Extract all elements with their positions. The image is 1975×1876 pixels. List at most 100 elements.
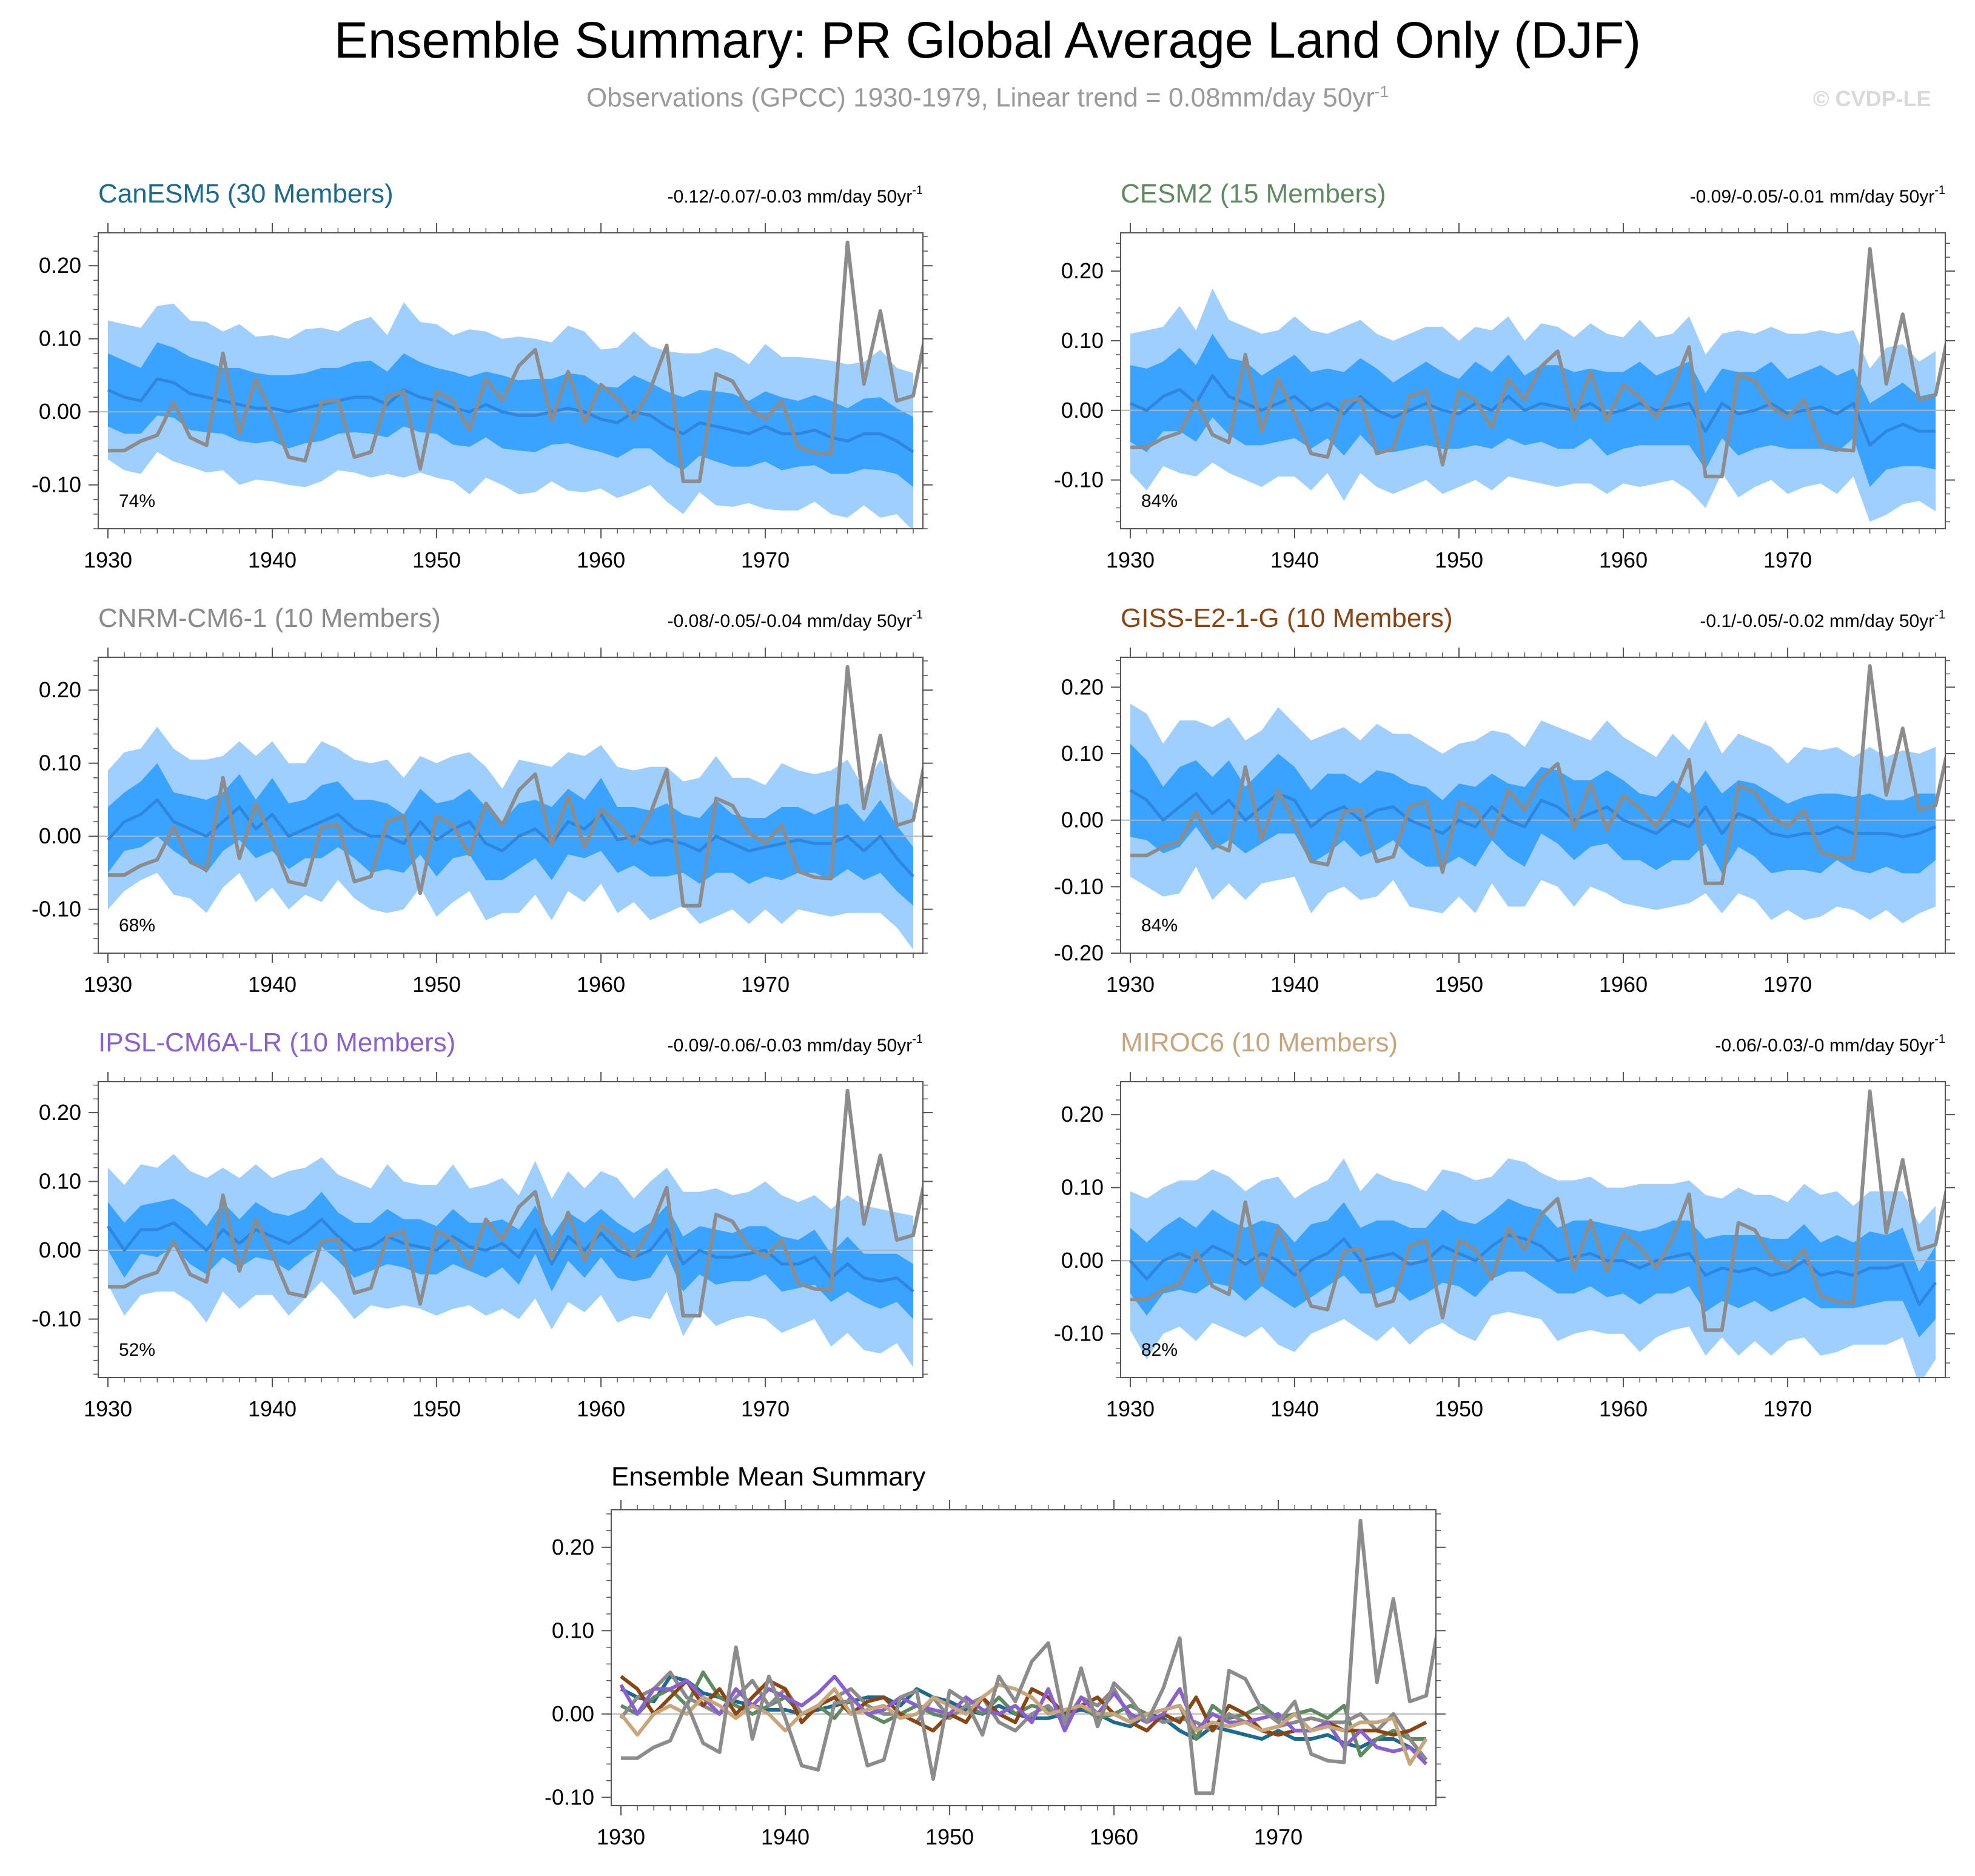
x-tick-label: 1930 bbox=[1106, 1396, 1155, 1421]
trend-superscript: -1 bbox=[912, 184, 923, 197]
y-tick-label: 0.10 bbox=[1061, 328, 1104, 353]
x-tick-label: 1970 bbox=[1763, 548, 1812, 572]
watermark: © CVDP-LE bbox=[1813, 86, 1931, 111]
observations-line bbox=[1130, 1089, 1945, 1332]
panel-title: CNRM-CM6-1 (10 Members) bbox=[98, 603, 441, 633]
plot-frame bbox=[98, 232, 924, 529]
plot-area bbox=[98, 665, 923, 950]
percent-label: 52% bbox=[119, 1340, 155, 1360]
y-tick-label: 0.20 bbox=[39, 1100, 81, 1125]
x-tick-label: 1950 bbox=[412, 548, 461, 572]
y-tick-label: -0.10 bbox=[32, 897, 81, 922]
trend-text: -0.09/-0.05/-0.01 mm/day 50yr bbox=[1690, 187, 1935, 207]
y-tick-label: -0.10 bbox=[1054, 874, 1104, 899]
x-tick-label: 1960 bbox=[1090, 1824, 1138, 1849]
x-tick-label: 1960 bbox=[1599, 548, 1648, 572]
ensemble-mean-series-2 bbox=[619, 1670, 1428, 1761]
ensemble-mean-line bbox=[106, 1218, 914, 1293]
trend-label: -0.08/-0.05/-0.04 mm/day 50yr-1 bbox=[668, 608, 923, 631]
observations-line bbox=[1130, 247, 1945, 478]
page-title: Ensemble Summary: PR Global Average Land… bbox=[334, 12, 1641, 69]
panel-title: Ensemble Mean Summary bbox=[611, 1462, 925, 1492]
trend-superscript: -1 bbox=[912, 608, 923, 621]
plot-frame bbox=[1120, 232, 1946, 529]
trend-label: -0.06/-0.03/-0 mm/day 50yr-1 bbox=[1715, 1033, 1945, 1056]
y-tick-label: 0.10 bbox=[1061, 741, 1104, 766]
x-tick-label: 1960 bbox=[577, 1396, 625, 1421]
panel-ipsl-cm6a-lr: -0.10 0.00 0.10 0.20 1930 1940 1950 1960 1970 IPS… bbox=[32, 1028, 933, 1421]
x-tick-label: 1950 bbox=[412, 1396, 461, 1421]
ensemble-mean-series-3 bbox=[620, 1675, 1427, 1737]
plot-frame bbox=[1120, 657, 1946, 954]
page-subtitle: Observations (GPCC) 1930-1979, Linear tr… bbox=[0, 82, 1975, 113]
observations-line bbox=[1130, 664, 1945, 885]
panel-title: GISS-E2-1-G (10 Members) bbox=[1121, 603, 1453, 633]
plot-area bbox=[611, 1518, 1436, 1795]
observations-line bbox=[621, 1518, 1436, 1795]
panel-title: CESM2 (15 Members) bbox=[1121, 179, 1386, 209]
x-tick-label: 1970 bbox=[741, 972, 790, 997]
x-tick-label: 1960 bbox=[577, 972, 625, 997]
trend-label: -0.09/-0.05/-0.01 mm/day 50yr-1 bbox=[1690, 184, 1945, 207]
x-tick-label: 1940 bbox=[248, 972, 297, 997]
x-tick-label: 1930 bbox=[1106, 972, 1155, 997]
trend-text: -0.1/-0.05/-0.02 mm/day 50yr bbox=[1700, 611, 1934, 631]
percent-label: 82% bbox=[1141, 1340, 1178, 1360]
y-tick-label: 0.20 bbox=[1061, 674, 1104, 699]
subtitle-text: Observations (GPCC) 1930-1979, Linear tr… bbox=[586, 82, 1375, 113]
trend-text: -0.12/-0.07/-0.03 mm/day 50yr bbox=[668, 187, 913, 207]
panel-giss-e2-1-g: -0.20 -0.10 0.00 0.10 0.20 1930 1940 1950 1960 19… bbox=[1054, 603, 1955, 997]
y-tick-label: 0.10 bbox=[1061, 1175, 1104, 1200]
y-tick-label: 0.10 bbox=[39, 326, 81, 351]
observations-line bbox=[108, 240, 923, 483]
y-tick-label: 0.20 bbox=[39, 253, 81, 278]
panel-ensemble-mean-summary: -0.10 0.00 0.10 0.20 1930 1940 1950 1960 1970 Ens… bbox=[545, 1462, 1446, 1849]
y-tick-label: -0.10 bbox=[1054, 467, 1104, 492]
ensemble-mean-line bbox=[1129, 1233, 1937, 1306]
trend-text: -0.08/-0.05/-0.04 mm/day 50yr bbox=[668, 611, 913, 631]
y-tick-label: -0.10 bbox=[1054, 1321, 1104, 1346]
x-tick-label: 1950 bbox=[412, 972, 461, 997]
observations-line bbox=[108, 1088, 923, 1318]
plot-frame bbox=[98, 1081, 924, 1378]
y-tick-label: 0.20 bbox=[1061, 1102, 1104, 1127]
x-tick-label: 1930 bbox=[84, 972, 132, 997]
inner-range-band bbox=[108, 1191, 913, 1319]
x-tick-label: 1970 bbox=[741, 1396, 790, 1421]
y-tick-label: 0.10 bbox=[39, 1169, 81, 1194]
y-tick-label: 0.00 bbox=[1061, 1248, 1104, 1273]
y-tick-label: 0.00 bbox=[39, 1238, 81, 1262]
plot-area bbox=[1121, 1089, 1945, 1378]
ensemble-mean-series-5 bbox=[619, 1683, 1428, 1766]
y-tick-label: -0.10 bbox=[32, 1307, 81, 1332]
x-tick-label: 1930 bbox=[597, 1824, 645, 1849]
y-tick-label: 0.20 bbox=[552, 1535, 594, 1559]
percent-label: 68% bbox=[119, 916, 155, 936]
percent-label: 84% bbox=[1141, 916, 1178, 936]
percent-label: 74% bbox=[119, 491, 155, 511]
y-tick-label: 0.00 bbox=[1061, 808, 1104, 832]
subtitle-superscript: -1 bbox=[1374, 82, 1389, 101]
trend-superscript: -1 bbox=[1934, 608, 1945, 621]
trend-superscript: -1 bbox=[1934, 1033, 1945, 1046]
panel-title: CanESM5 (30 Members) bbox=[98, 179, 394, 209]
ensemble-mean-line bbox=[1129, 789, 1936, 839]
y-tick-label: 0.10 bbox=[39, 751, 81, 776]
x-tick-label: 1940 bbox=[1270, 1396, 1319, 1421]
plot-frame bbox=[1120, 1081, 1946, 1378]
x-tick-label: 1970 bbox=[1763, 1396, 1812, 1421]
trend-superscript: -1 bbox=[912, 1033, 923, 1046]
x-tick-label: 1970 bbox=[1763, 972, 1812, 997]
x-tick-label: 1970 bbox=[741, 548, 790, 572]
y-tick-label: 0.00 bbox=[39, 823, 81, 848]
y-tick-label: -0.10 bbox=[32, 472, 81, 497]
ensemble-mean-line bbox=[1130, 374, 1936, 447]
x-tick-label: 1940 bbox=[248, 548, 297, 572]
trend-text: -0.09/-0.06/-0.03 mm/day 50yr bbox=[668, 1036, 913, 1056]
x-tick-label: 1960 bbox=[1599, 972, 1648, 997]
plot-area bbox=[98, 1088, 923, 1367]
panel-cesm2: -0.10 0.00 0.10 0.20 1930 1940 1950 1960 1970 CES… bbox=[1054, 179, 1955, 572]
y-tick-label: 0.00 bbox=[552, 1701, 594, 1726]
trend-label: -0.1/-0.05/-0.02 mm/day 50yr-1 bbox=[1700, 608, 1945, 631]
